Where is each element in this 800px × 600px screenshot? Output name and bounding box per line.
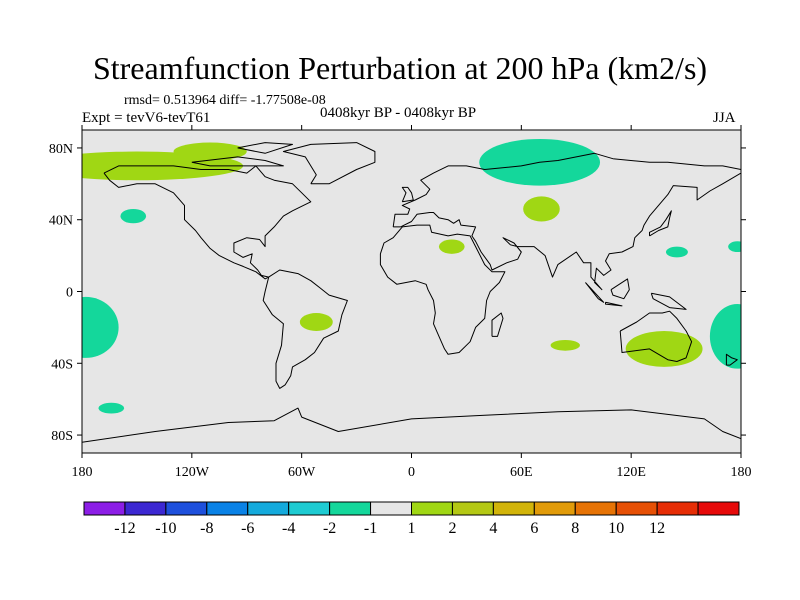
- anomaly-region-11: [550, 339, 580, 351]
- x-tick-label-6: 180: [731, 465, 752, 480]
- colorbar-swatch-4: [247, 501, 290, 516]
- coastline-layer: [82, 142, 741, 443]
- anomaly-region-10: [299, 313, 333, 331]
- coastline-10: [605, 301, 623, 307]
- colorbar-swatch-15: [697, 501, 740, 516]
- coastline-9: [585, 282, 605, 303]
- colorbar-label-6: -1: [364, 520, 377, 537]
- colorbar: -12 -10 -8 -6 -4 -2 -1 1 2 4 6 8 10 12: [83, 501, 740, 537]
- coastline-7: [649, 210, 672, 237]
- anomaly-region-1: [173, 142, 247, 161]
- stats-label: rmsd= 0.513964 diff= -1.77508e-08: [124, 93, 326, 108]
- coastline-16: [237, 142, 293, 154]
- coastline-0: [103, 165, 312, 280]
- season-label: JJA: [713, 110, 736, 126]
- colorbar-label-13: 12: [649, 520, 665, 537]
- colorbar-swatch-0: [83, 501, 126, 516]
- coastline-13: [725, 353, 738, 366]
- colorbar-swatch-1: [124, 501, 167, 516]
- anomaly-region-12: [625, 330, 703, 367]
- colorbar-label-1: -10: [155, 520, 176, 537]
- anomaly-region-5: [438, 239, 465, 254]
- colorbar-swatch-5: [288, 501, 331, 516]
- anomaly-region-3: [120, 208, 147, 224]
- coastline-12: [650, 292, 687, 310]
- colorbar-label-0: -12: [114, 520, 135, 537]
- axis-ticks: 180 120W 60W 0 60E 120E 180 80N 40N 0 40S 80S: [49, 125, 752, 480]
- x-tick-label-0: 180: [72, 465, 93, 480]
- colorbar-swatch-6: [329, 501, 372, 516]
- colorbar-swatch-14: [656, 501, 699, 516]
- x-tick-label-1: 120W: [175, 465, 210, 480]
- coastline-3: [392, 152, 741, 291]
- colorbar-label-9: 4: [489, 520, 497, 537]
- anomaly-region-6: [665, 246, 688, 258]
- x-tick-label-5: 120E: [616, 465, 646, 480]
- coastline-4: [379, 224, 506, 355]
- colorbar-swatch-2: [165, 501, 208, 516]
- colorbar-label-3: -6: [241, 520, 254, 537]
- x-tick-label-4: 60E: [510, 465, 533, 480]
- colorbar-label-5: -2: [323, 520, 336, 537]
- colorbar-swatch-8: [411, 501, 453, 516]
- period-label: 0408kyr BP - 0408kyr BP: [320, 105, 477, 121]
- colorbar-swatch-10: [492, 501, 535, 516]
- colorbar-swatch-7: [370, 501, 412, 516]
- colorbar-label-2: -8: [200, 520, 213, 537]
- colorbar-label-8: 2: [448, 520, 456, 537]
- colorbar-label-7: 1: [408, 520, 416, 537]
- chart-title: Streamfunction Perturbation at 200 hPa (…: [92, 50, 708, 86]
- x-tick-label-3: 0: [408, 465, 415, 480]
- map-background: [82, 130, 741, 453]
- colorbar-label-10: 6: [530, 520, 538, 537]
- colorbar-swatch-9: [451, 501, 494, 516]
- x-tick-label-2: 60W: [288, 465, 316, 480]
- colorbar-swatch-12: [574, 501, 617, 516]
- colorbar-label-11: 8: [571, 520, 579, 537]
- coastline-5: [619, 310, 693, 362]
- colorbar-label-4: -4: [282, 520, 295, 537]
- colorbar-label-12: 10: [608, 520, 624, 537]
- anomaly-region-8: [82, 296, 119, 358]
- y-tick-label-3: 40S: [51, 357, 73, 372]
- y-tick-label-0: 80N: [49, 142, 73, 157]
- coastline-8: [491, 312, 504, 337]
- anomaly-region-13: [98, 402, 125, 414]
- coastline-11: [610, 278, 630, 300]
- coastline-14: [82, 407, 741, 443]
- anomaly-region-9: [709, 304, 741, 369]
- y-tick-label-1: 40N: [49, 214, 73, 229]
- anomaly-region-7: [728, 241, 741, 253]
- coastline-15: [191, 156, 284, 167]
- coastline-6: [401, 186, 414, 203]
- y-tick-label-4: 80S: [51, 429, 73, 444]
- colorbar-swatch-3: [206, 501, 249, 516]
- colorbar-swatch-11: [533, 501, 576, 516]
- experiment-label: Expt = tevV6-tevT61: [82, 110, 211, 126]
- coastline-1: [262, 269, 348, 389]
- y-tick-label-2: 0: [66, 286, 73, 301]
- colorbar-swatch-13: [615, 501, 658, 516]
- coastline-2: [282, 142, 376, 185]
- anomaly-region-4: [523, 196, 560, 222]
